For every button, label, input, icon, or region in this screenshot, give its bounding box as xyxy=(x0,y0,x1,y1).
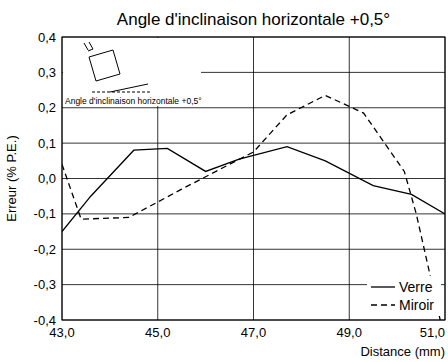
grid-line xyxy=(349,37,350,320)
x-tick-label: 43,0 xyxy=(49,325,74,340)
y-tick-label: -0,2 xyxy=(34,242,56,257)
y-tick-label: 0,2 xyxy=(38,100,56,115)
sensor-icon xyxy=(89,42,93,49)
x-tick-label: 47,0 xyxy=(241,325,266,340)
series-line xyxy=(62,95,440,320)
y-axis-label: Erreur (% P.E.) xyxy=(4,135,19,221)
sensor-icon xyxy=(89,50,120,81)
x-tick-label: 51,0 xyxy=(420,325,445,340)
y-tick-label: -0,3 xyxy=(34,277,56,292)
y-tick-label: -0,1 xyxy=(34,206,56,221)
inset-icon xyxy=(84,42,150,92)
legend-label: Verre xyxy=(399,279,433,295)
x-tick-label: 49,0 xyxy=(337,325,362,340)
legend-swatch xyxy=(371,304,395,305)
legend-label: Miroir xyxy=(399,297,434,313)
sensor-icon xyxy=(84,43,88,50)
plot-frame xyxy=(62,37,445,320)
y-tick-label: 0,1 xyxy=(38,136,56,151)
title: Angle d'inclinaison horizontale +0,5° xyxy=(117,10,390,29)
y-tick-label: 0,3 xyxy=(38,65,56,80)
legend-background xyxy=(367,276,441,316)
y-tick-label: 0,0 xyxy=(38,171,56,186)
sensor-icon xyxy=(88,49,93,51)
x-tick-label: 45,0 xyxy=(145,325,170,340)
annotation: Angle d'inclinaison horizontale +0,5° xyxy=(65,96,202,106)
reference-line xyxy=(92,92,150,93)
legend-swatch xyxy=(371,286,395,287)
background xyxy=(0,0,448,362)
inset: Angle d'inclinaison horizontale +0,5° xyxy=(63,38,202,106)
y-tick-label: 0,4 xyxy=(38,30,56,45)
series-line xyxy=(62,147,445,232)
x-axis-label: Distance (mm) xyxy=(360,344,445,359)
chart: Angle d'inclinaison horizontale +0,5° 0,4… xyxy=(0,0,448,362)
inset-background xyxy=(63,38,201,106)
series-group xyxy=(62,95,445,320)
grid-line xyxy=(253,37,254,320)
legend: Verre Miroir xyxy=(367,276,441,316)
tilt-line xyxy=(110,84,148,92)
